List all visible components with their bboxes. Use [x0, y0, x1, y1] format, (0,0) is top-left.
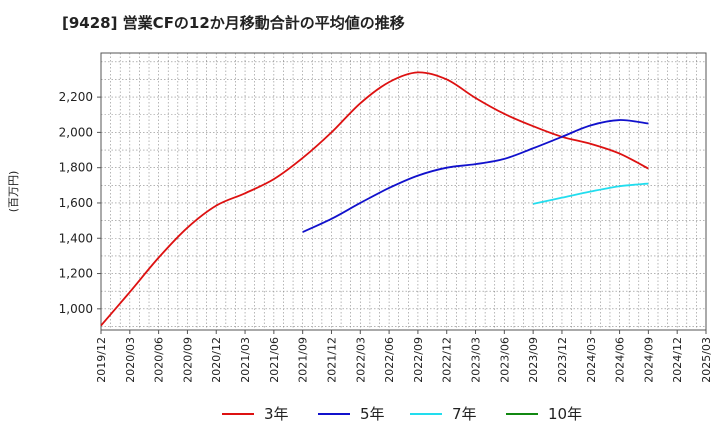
x-tick-label: 2022/09	[412, 337, 425, 383]
x-tick-label: 2022/06	[383, 337, 396, 383]
x-tick-label: 2022/12	[441, 337, 454, 383]
x-tick-label: 2021/09	[297, 337, 310, 383]
x-tick-label: 2022/03	[354, 337, 367, 383]
legend-label-3: 7年	[452, 405, 477, 423]
y-tick-label: 2,200	[59, 90, 93, 104]
series-line-3	[532, 182, 649, 205]
y-tick-label: 1,200	[59, 267, 93, 281]
plot-area	[101, 53, 706, 330]
legend-label-4: 10年	[548, 405, 582, 423]
x-tick-label: 2020/06	[153, 337, 166, 383]
x-tick-label: 2023/09	[527, 337, 540, 383]
y-tick-label: 1,400	[59, 231, 93, 245]
legend-label-2: 5年	[360, 405, 385, 423]
x-tick-label: 2020/03	[124, 337, 137, 383]
x-tick-label: 2021/12	[325, 337, 338, 383]
x-tick-label: 2023/03	[470, 337, 483, 383]
plot-frame	[100, 52, 707, 331]
x-tick-label: 2020/09	[181, 337, 194, 383]
y-tick-label: 1,800	[59, 161, 93, 175]
x-tick-label: 2023/06	[498, 337, 511, 383]
y-tick-label: 1,000	[59, 302, 93, 316]
chart-title: [9428] 営業CFの12か月移動合計の平均値の推移	[62, 14, 405, 32]
x-tick-label: 2020/12	[210, 337, 223, 383]
x-tick-label: 2024/12	[671, 337, 684, 383]
x-tick-label: 2024/09	[642, 337, 655, 383]
series-line-1	[100, 71, 649, 327]
x-tick-label: 2021/06	[268, 337, 281, 383]
x-tick-label: 2019/12	[95, 337, 108, 383]
x-tick-label: 2023/12	[556, 337, 569, 383]
y-axis-label: (百万円)	[7, 171, 20, 213]
x-tick-label: 2024/06	[614, 337, 627, 383]
series-line-2	[302, 119, 649, 233]
y-tick-label: 2,000	[59, 125, 93, 139]
x-tick-label: 2025/03	[700, 337, 713, 383]
x-tick-label: 2024/03	[585, 337, 598, 383]
y-tick-label: 1,600	[59, 196, 93, 210]
legend-label-1: 3年	[264, 405, 289, 423]
x-tick-label: 2021/03	[239, 337, 252, 383]
